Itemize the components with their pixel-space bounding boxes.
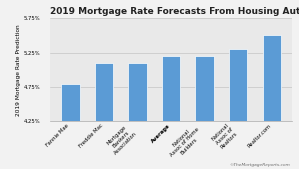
Bar [263,35,281,169]
Bar [196,56,214,169]
Bar [128,63,147,169]
Bar [229,49,248,169]
Bar [61,83,80,169]
Y-axis label: 2019 Mortgage Rate Prediction: 2019 Mortgage Rate Prediction [16,24,21,116]
Bar [94,63,113,169]
Bar [162,56,180,169]
Text: ©TheMortgageReports.com: ©TheMortgageReports.com [229,163,290,167]
Text: 2019 Mortgage Rate Forecasts From Housing Authorities: 2019 Mortgage Rate Forecasts From Housin… [50,7,299,16]
